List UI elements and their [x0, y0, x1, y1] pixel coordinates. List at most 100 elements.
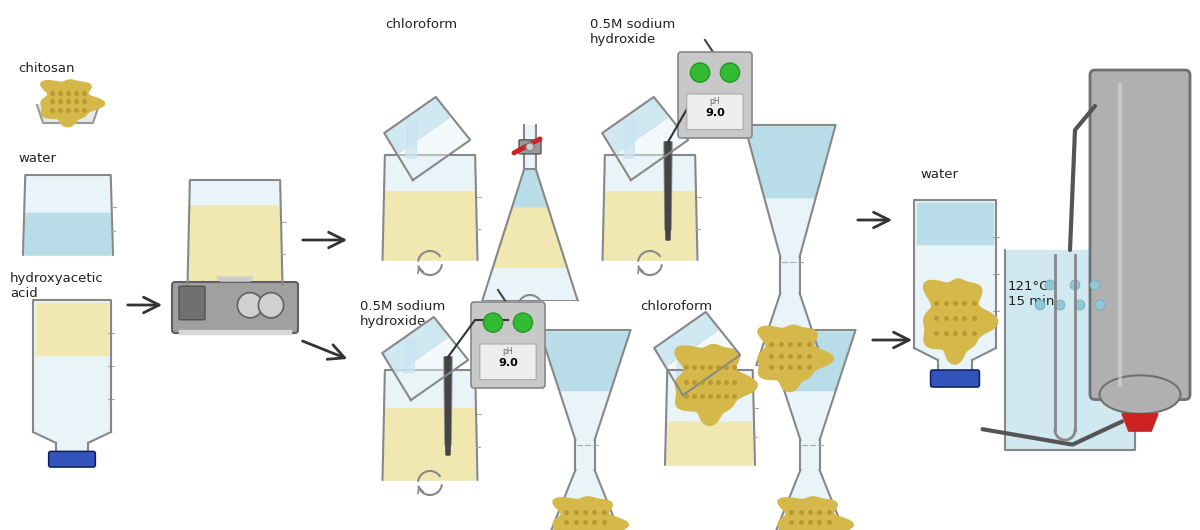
FancyBboxPatch shape	[931, 370, 979, 387]
Polygon shape	[404, 340, 416, 373]
Polygon shape	[385, 98, 450, 153]
FancyBboxPatch shape	[520, 140, 541, 154]
Polygon shape	[41, 80, 104, 127]
Polygon shape	[382, 317, 468, 400]
Text: pH: pH	[503, 347, 514, 356]
Circle shape	[1070, 280, 1080, 290]
Polygon shape	[540, 330, 631, 440]
Polygon shape	[667, 422, 754, 465]
Polygon shape	[1006, 250, 1135, 450]
Polygon shape	[605, 192, 696, 260]
Polygon shape	[676, 355, 688, 383]
Circle shape	[1075, 300, 1085, 310]
Polygon shape	[744, 125, 835, 257]
Polygon shape	[34, 432, 112, 443]
Polygon shape	[576, 440, 595, 470]
Polygon shape	[665, 142, 671, 240]
Polygon shape	[493, 208, 568, 267]
Polygon shape	[187, 180, 282, 285]
Polygon shape	[384, 409, 475, 480]
Polygon shape	[764, 330, 856, 440]
Polygon shape	[552, 470, 619, 530]
Polygon shape	[655, 312, 718, 366]
Text: 9.0: 9.0	[498, 358, 518, 368]
Polygon shape	[36, 303, 108, 356]
Polygon shape	[776, 470, 844, 530]
FancyBboxPatch shape	[678, 52, 752, 138]
Polygon shape	[493, 169, 568, 267]
Polygon shape	[444, 357, 452, 445]
Polygon shape	[800, 440, 820, 470]
Circle shape	[514, 313, 533, 332]
Polygon shape	[917, 203, 994, 244]
Text: chloroform: chloroform	[385, 18, 457, 31]
Polygon shape	[482, 169, 577, 300]
Circle shape	[690, 63, 709, 82]
Polygon shape	[383, 317, 448, 373]
Polygon shape	[924, 279, 997, 364]
Text: hydroxyacetic
acid: hydroxyacetic acid	[10, 272, 103, 300]
Polygon shape	[384, 192, 475, 260]
Circle shape	[258, 293, 283, 318]
Polygon shape	[602, 97, 689, 180]
Polygon shape	[445, 357, 451, 455]
Polygon shape	[602, 155, 697, 260]
Polygon shape	[664, 142, 672, 230]
FancyBboxPatch shape	[172, 282, 298, 333]
Text: water: water	[920, 168, 958, 181]
Polygon shape	[217, 277, 253, 281]
Polygon shape	[758, 325, 833, 392]
Circle shape	[526, 143, 534, 151]
Circle shape	[1045, 280, 1055, 290]
FancyBboxPatch shape	[1090, 70, 1190, 400]
Polygon shape	[778, 497, 853, 530]
Polygon shape	[624, 120, 636, 158]
Polygon shape	[25, 214, 112, 255]
Polygon shape	[541, 332, 629, 391]
Text: 121°C
15 min: 121°C 15 min	[1008, 280, 1055, 308]
Polygon shape	[654, 312, 740, 395]
Circle shape	[1034, 300, 1045, 310]
Polygon shape	[1122, 414, 1158, 431]
Polygon shape	[746, 127, 834, 198]
Polygon shape	[34, 300, 112, 432]
Polygon shape	[383, 155, 478, 260]
Text: 0.5M sodium
hydroxide: 0.5M sodium hydroxide	[590, 18, 676, 46]
Polygon shape	[383, 370, 478, 480]
Polygon shape	[190, 206, 281, 285]
FancyBboxPatch shape	[686, 94, 743, 130]
Polygon shape	[55, 443, 89, 454]
Polygon shape	[37, 105, 98, 123]
Polygon shape	[914, 200, 996, 348]
Polygon shape	[179, 330, 292, 334]
Text: chitosan: chitosan	[18, 62, 74, 75]
Polygon shape	[524, 125, 535, 169]
Text: 9.0: 9.0	[706, 109, 725, 118]
Polygon shape	[914, 348, 996, 360]
FancyBboxPatch shape	[49, 452, 95, 467]
Circle shape	[238, 293, 263, 318]
Circle shape	[484, 313, 503, 332]
Polygon shape	[553, 497, 629, 530]
Polygon shape	[767, 332, 853, 391]
Polygon shape	[406, 120, 418, 158]
Text: chloroform: chloroform	[640, 300, 712, 313]
Polygon shape	[665, 370, 755, 465]
Text: 0.5M sodium
hydroxide: 0.5M sodium hydroxide	[360, 300, 445, 328]
FancyBboxPatch shape	[480, 344, 536, 379]
Circle shape	[720, 63, 739, 82]
Circle shape	[1055, 300, 1066, 310]
Polygon shape	[23, 175, 113, 255]
Circle shape	[1090, 280, 1100, 290]
FancyBboxPatch shape	[470, 302, 545, 388]
Ellipse shape	[1099, 375, 1181, 414]
Polygon shape	[756, 293, 823, 365]
Polygon shape	[602, 98, 667, 153]
Polygon shape	[384, 97, 470, 180]
Text: pH: pH	[709, 97, 720, 106]
Polygon shape	[780, 257, 799, 293]
Polygon shape	[937, 360, 972, 372]
Text: water: water	[18, 152, 56, 165]
Polygon shape	[676, 344, 757, 426]
FancyBboxPatch shape	[179, 286, 205, 320]
